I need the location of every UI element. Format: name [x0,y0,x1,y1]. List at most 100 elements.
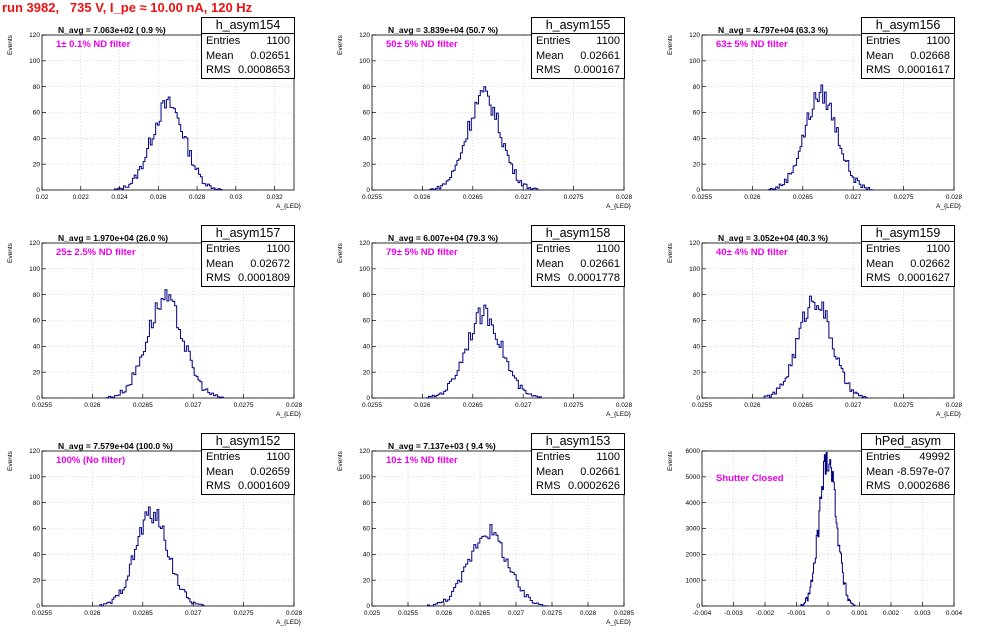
stats-row-entries: Entries 1100 [862,242,954,257]
y-tick-label: 0 [36,187,40,194]
y-axis-label: Events [337,243,344,263]
stats-value: 0.0001778 [568,272,620,284]
stats-value: 0.02661 [580,49,620,62]
histogram-panel-h_asym152: 0.0255 0.026 0.0265 0.027 0.0275 0.028 0 20 40 60… [5,431,335,639]
stats-label: Mean [536,49,564,62]
y-tick-label: 40 [693,344,701,351]
x-tick-label: 0.026 [744,402,761,409]
stats-label: Entries [866,35,901,47]
x-tick-label: 0.001 [851,610,868,617]
stats-value: 0.0002686 [898,480,950,492]
stats-value: 0.0008653 [238,64,290,76]
stats-box: h_asym156 Entries 1100 Mean 0.02668 RMS 0.0001… [861,17,955,79]
x-tick-label: 0.02 [36,194,49,201]
stats-row-rms: RMS 0.0001778 [532,271,624,286]
n-avg-label: N_avg = 1.970e+04 (26.0 %) [58,233,169,243]
y-axis-label: Events [667,243,674,263]
x-tick-label: 0.027 [515,194,532,201]
y-axis-label: Events [667,451,674,471]
stats-row-mean: Mean 0.02651 [202,49,294,64]
stats-value: 0.0001627 [898,272,950,284]
x-tick-label: 0.027 [515,402,532,409]
y-tick-label: 80 [33,84,41,91]
y-tick-label: 80 [33,292,41,299]
stats-label: Entries [536,35,571,47]
stats-label: Mean [206,257,234,270]
stats-row-mean: Mean 0.02662 [862,257,954,272]
stats-row-rms: RMS 0.0002626 [532,479,624,494]
y-tick-label: 20 [693,161,701,168]
stats-row-rms: RMS 0.0001609 [202,479,294,494]
x-tick-label: 0.0265 [793,194,813,201]
stats-value: 0.0001617 [898,64,950,76]
stats-row-entries: Entries 49992 [862,450,954,465]
stats-row-mean: Mean -8.597e-07 [862,465,954,480]
filter-label: 50± 5% ND filter [386,39,458,50]
x-tick-label: 0.0255 [32,610,52,617]
stats-box: h_asym153 Entries 1100 Mean 0.02661 RMS 0.0002… [531,433,625,495]
histogram-name: h_asym155 [532,18,624,34]
stats-label: Entries [206,243,241,255]
stats-row-mean: Mean 0.02659 [202,465,294,480]
x-tick-label: 0.0275 [564,402,584,409]
stats-box: hPed_asym Entries 49992 Mean -8.597e-07 RMS 0.… [861,433,955,495]
x-tick-label: 0.0255 [692,194,712,201]
x-tick-label: 0.028 [946,402,963,409]
stats-box: h_asym157 Entries 1100 Mean 0.02672 RMS 0.0001… [201,225,295,287]
stats-row-mean: Mean 0.02672 [202,257,294,272]
histogram-line [99,506,205,607]
histogram-panel-h_asym155: 0.0255 0.026 0.0265 0.027 0.0275 0.028 0 20 40 60… [335,15,665,223]
run-title: run 3982, 735 V, I_pe ≈ 10.00 nA, 120 Hz [2,0,253,15]
stats-label: Entries [866,243,901,255]
y-tick-label: 5000 [686,474,701,481]
y-tick-label: 60 [363,318,371,325]
y-tick-label: 100 [689,266,700,273]
stats-value: 1100 [596,35,620,47]
stats-value: 1100 [926,243,950,255]
histogram-line [429,86,539,191]
x-tick-label: 0.03 [230,194,243,201]
filter-label: 79± 5% ND filter [386,247,458,258]
stats-row-mean: Mean 0.02668 [862,49,954,64]
x-tick-label: -0.001 [787,610,806,617]
histogram-panel-h_asym158: 0.0255 0.026 0.0265 0.027 0.0275 0.028 0 20 40 60… [335,223,665,431]
y-tick-label: 0 [696,395,700,402]
histogram-panel-h_asym153: 0.025 0.0255 0.026 0.0265 0.027 0.0275 0.028 0.… [335,431,665,639]
stats-label: RMS [866,272,891,284]
x-tick-label: 0.0255 [362,402,382,409]
y-tick-label: 20 [363,369,371,376]
stats-value: 0.02662 [910,257,950,270]
stats-row-entries: Entries 1100 [532,450,624,465]
stats-label: RMS [866,64,891,76]
stats-row-rms: RMS 0.000167 [532,63,624,78]
histogram-name: h_asym156 [862,18,954,34]
y-tick-label: 1000 [686,577,701,584]
x-axis-label: A_{LED} [276,619,301,626]
stats-value: 0.02661 [580,465,620,478]
y-tick-label: 80 [693,292,701,299]
x-axis-label: A_{LED} [606,203,631,210]
x-tick-label: 0.0265 [133,402,153,409]
stats-label: RMS [206,64,231,76]
stats-row-rms: RMS 0.0001627 [862,271,954,286]
stats-label: Mean [206,49,234,62]
x-axis-label: A_{LED} [276,203,301,210]
x-tick-label: 0.032 [266,194,283,201]
stats-label: RMS [536,272,561,284]
y-axis-label: Events [7,35,14,55]
y-tick-label: 60 [363,110,371,117]
y-tick-label: 4000 [686,500,701,507]
y-axis-label: Events [337,35,344,55]
histogram-svg: 0.02 0.022 0.024 0.026 0.028 0.03 0.032 0 20 40 60… [29,32,295,201]
x-tick-label: 0.026 [150,194,167,201]
x-tick-label: 0.0265 [133,610,153,617]
y-tick-label: 0 [696,187,700,194]
histogram-panel-h_asym156: 0.0255 0.026 0.0265 0.027 0.0275 0.028 0 20 40 60… [665,15,995,223]
stats-value: 49992 [919,451,950,463]
x-tick-label: 0.026 [84,402,101,409]
histogram-svg: 0.0255 0.026 0.0265 0.027 0.0275 0.028 0 20 40 60… [689,32,962,201]
stats-row-entries: Entries 1100 [202,34,294,49]
y-tick-label: 40 [33,552,41,559]
x-tick-label: -0.003 [724,610,743,617]
x-tick-label: 0.0275 [894,194,914,201]
